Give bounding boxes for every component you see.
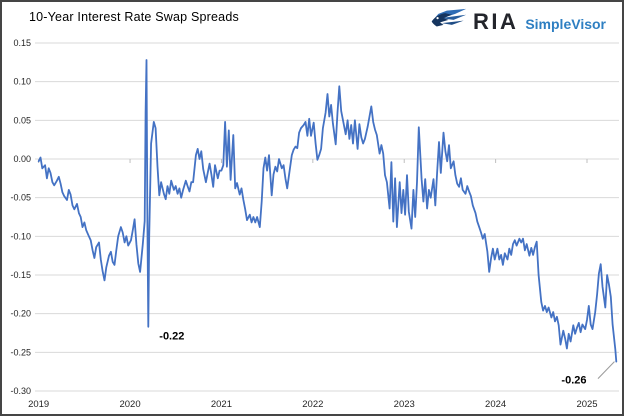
ria-wordmark: RIA (472, 8, 519, 34)
y-axis-tick-label: -0.25 (10, 347, 31, 357)
y-axis-tick-label: -0.10 (10, 231, 31, 241)
x-axis-tick-label: 2020 (119, 399, 140, 410)
x-axis-labels: 2019 2020 2021 2022 2023 2024 2025 (28, 399, 597, 410)
y-axis-tick-label: -0.15 (10, 270, 31, 280)
annotation-label: -0.22 (159, 330, 184, 342)
y-axis-tick-label: 0.05 (13, 115, 31, 125)
y-axis-tick-label: -0.05 (10, 193, 31, 203)
annotation-leader-line (597, 361, 615, 379)
zero-axis-ticks (38, 159, 588, 163)
y-axis-tick-label: -0.30 (10, 386, 31, 396)
x-axis-tick-label: 2024 (485, 399, 506, 410)
annotation-label: -0.26 (561, 374, 586, 386)
x-axis-tick-label: 2021 (211, 399, 232, 410)
series-line (37, 59, 618, 363)
y-axis-tick-label: 0.10 (13, 77, 31, 87)
x-axis-tick-label: 2025 (576, 399, 597, 410)
y-axis-tick-label: 0.00 (13, 154, 31, 164)
chart-title: 10-Year Interest Rate Swap Spreads (29, 10, 239, 24)
y-axis-tick-label: 0.15 (13, 38, 31, 48)
annotations: -0.22 -0.26 (159, 330, 615, 386)
ria-eagle-icon (431, 8, 467, 27)
y-axis-tick-label: -0.20 (10, 309, 31, 319)
x-axis-tick-label: 2022 (302, 399, 323, 410)
x-axis-tick-label: 2023 (394, 399, 415, 410)
simplevisor-wordmark: SimpleVisor (525, 16, 606, 32)
brand-logo: RIA SimpleVisor (430, 8, 606, 35)
y-axis-labels: 0.15 0.10 0.05 0.00 -0.05 -0.10 -0.15 -0.20 -0.2… (10, 38, 31, 396)
x-axis-tick-label: 2019 (28, 399, 49, 410)
